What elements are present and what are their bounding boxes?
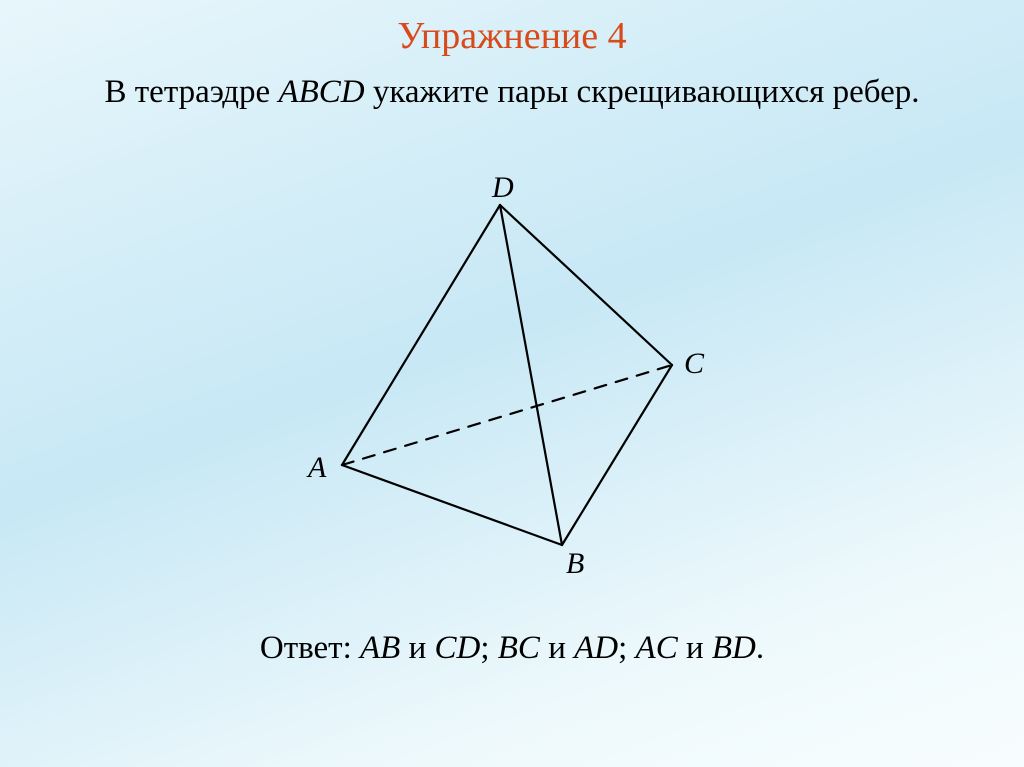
answer-pair-2a: AC (636, 630, 678, 666)
slide: Упражнение 4 В тетраэдре ABCD укажите па… (0, 0, 1024, 767)
answer-sep-2: и (678, 630, 712, 666)
answer-prefix: Ответ: (260, 630, 360, 666)
answer-itemsep-1: ; (618, 630, 635, 666)
question-text: В тетраэдре ABCD укажите пары скрещивающ… (0, 72, 1024, 113)
exercise-title: Упражнение 4 (0, 14, 1024, 58)
vertex-label-c: C (684, 347, 704, 381)
answer-sep-0: и (400, 630, 434, 666)
vertex-label-d: D (492, 171, 514, 205)
tetrahedron-diagram: A B C D (312, 185, 712, 565)
answer-line: Ответ: AB и CD; BC и AD; AC и BD. (0, 630, 1024, 667)
answer-pair-1a: BC (498, 630, 540, 666)
question-post: укажите пары скрещивающихся ребер. (365, 74, 920, 110)
vertex-label-b: B (566, 547, 584, 581)
answer-pair-1b: AD (574, 630, 618, 666)
answer-pair-0a: AB (360, 630, 400, 666)
answer-sep-1: и (540, 630, 574, 666)
tetrahedron-svg (312, 185, 712, 565)
question-pre: В тетраэдре (104, 74, 278, 110)
answer-pair-2b: BD (712, 630, 756, 666)
vertex-label-a: A (308, 451, 326, 485)
answer-end: . (756, 630, 764, 666)
answer-itemsep-0: ; (480, 630, 497, 666)
answer-pair-0b: CD (435, 630, 481, 666)
question-shape: ABCD (278, 74, 364, 110)
